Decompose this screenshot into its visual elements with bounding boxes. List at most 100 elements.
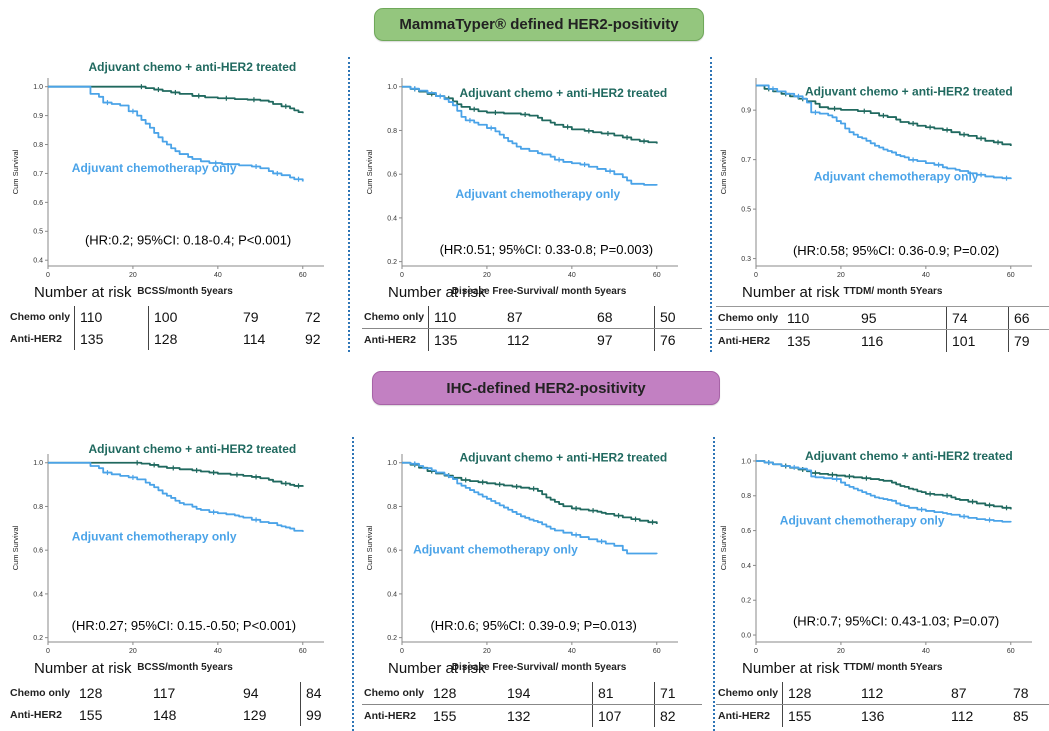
svg-text:0: 0 <box>46 648 50 655</box>
risk-value: 99 <box>300 704 348 726</box>
banner-ihc: IHC-defined HER2-positivity <box>372 371 720 405</box>
risk-value: 194 <box>507 685 531 701</box>
panel-mammatyper-bcss: 0.4 0.5 0.6 0.7 0.8 0.9 1.0 0 20 40 60 Cum Survival… <box>8 52 348 355</box>
risk-value: 74 <box>946 307 1008 329</box>
risk-row-label: Chemo only <box>364 687 425 699</box>
svg-text:20: 20 <box>129 272 137 279</box>
x-axis-label: Disease Free-Survival/ month 5years <box>451 286 627 297</box>
x-axis-label: BCSS/month 5years <box>137 286 233 297</box>
svg-text:Cum Survival: Cum Survival <box>11 149 20 194</box>
svg-text:Cum Survival: Cum Survival <box>365 149 374 194</box>
x-axis-label: BCSS/month 5years <box>137 662 233 673</box>
divider-bottom-2 <box>713 437 715 731</box>
svg-text:60: 60 <box>1007 648 1015 655</box>
svg-text:1.0: 1.0 <box>33 84 43 91</box>
divider-top-2 <box>710 57 712 352</box>
svg-text:20: 20 <box>483 272 491 279</box>
risk-value: 132 <box>507 708 531 724</box>
risk-row-label: Anti-HER2 <box>10 709 62 721</box>
risk-value: 136 <box>861 708 885 724</box>
risk-value: 129 <box>243 707 267 723</box>
svg-text:Adjuvant chemo + anti-HER2 tr: Adjuvant chemo + anti-HER2 treated <box>805 449 1013 463</box>
svg-text:0.0: 0.0 <box>741 632 751 639</box>
svg-text:0.4: 0.4 <box>33 591 43 598</box>
svg-text:Cum Survival: Cum Survival <box>719 525 728 570</box>
risk-value: 128 <box>79 685 103 701</box>
km-plot-ihc-ttdm: 0.0 0.2 0.4 0.6 0.8 1.0 0 20 40 60 Cum Survival Adj… <box>719 449 1032 655</box>
svg-text:(HR:0.51; 95%CI: 0.33-0.8; P=0: (HR:0.51; 95%CI: 0.33-0.8; P=0.003) <box>440 242 654 257</box>
svg-text:Adjuvant chemo + anti-HER2 tr: Adjuvant chemo + anti-HER2 treated <box>89 60 297 74</box>
svg-text:Adjuvant chemotherapy only: Adjuvant chemotherapy only <box>456 187 621 201</box>
risk-value: 76 <box>654 329 702 351</box>
risk-value: 128 <box>782 682 856 704</box>
risk-value: 87 <box>951 685 967 701</box>
svg-text:0.2: 0.2 <box>33 635 43 642</box>
number-at-risk-label: Number at risk <box>388 660 486 677</box>
km-plot-ihc-bcss: 0.2 0.4 0.6 0.8 1.0 0 20 40 60 Cum Survival Adjuva… <box>11 442 324 655</box>
svg-text:20: 20 <box>483 648 491 655</box>
number-at-risk-label: Number at risk <box>388 284 486 301</box>
risk-value: 66 <box>1008 307 1049 329</box>
risk-value: 112 <box>951 708 974 724</box>
km-plot-ihc-dfs: 0.2 0.4 0.6 0.8 1.0 0 20 40 60 Cum Survival Adjuva… <box>365 451 678 655</box>
number-at-risk-label: Number at risk <box>742 660 840 677</box>
svg-text:40: 40 <box>568 272 576 279</box>
risk-value: 79 <box>243 309 259 325</box>
svg-text:(HR:0.7; 95%CI: 0.43-1.03; P=0: (HR:0.7; 95%CI: 0.43-1.03; P=0.07) <box>793 613 999 628</box>
svg-text:0.7: 0.7 <box>741 157 751 164</box>
risk-value: 155 <box>433 708 457 724</box>
risk-section: Number at risk TTDM/ month 5Years Chemo … <box>716 660 1049 727</box>
risk-value: 82 <box>654 705 702 727</box>
svg-text:0: 0 <box>46 272 50 279</box>
svg-text:0.4: 0.4 <box>33 258 43 265</box>
x-axis-label: Disease Free-Survival/ month 5years <box>451 662 627 673</box>
svg-text:Adjuvant chemo + anti-HER2 tr: Adjuvant chemo + anti-HER2 treated <box>459 86 667 100</box>
panel-ihc-ttdm: 0.0 0.2 0.4 0.6 0.8 1.0 0 20 40 60 Cum Survival Adj… <box>716 428 1049 731</box>
svg-text:Adjuvant chemo + anti-HER2 tr: Adjuvant chemo + anti-HER2 treated <box>89 442 297 456</box>
risk-row: Chemo only 110 87 68 50 <box>362 306 702 328</box>
svg-text:40: 40 <box>922 648 930 655</box>
risk-value: 94 <box>243 685 259 701</box>
svg-text:0.2: 0.2 <box>387 635 397 642</box>
svg-text:60: 60 <box>653 648 661 655</box>
svg-text:0.6: 0.6 <box>741 528 751 535</box>
divider-top-1 <box>348 57 350 352</box>
risk-row-label: Anti-HER2 <box>364 334 416 346</box>
risk-row: Chemo only 110 100 79 72 <box>8 306 348 328</box>
svg-text:0.4: 0.4 <box>741 563 751 570</box>
risk-value: 100 <box>148 306 238 328</box>
svg-text:Adjuvant chemo + anti-HER2 tr: Adjuvant chemo + anti-HER2 treated <box>459 451 667 465</box>
svg-text:(HR:0.2; 95%CI: 0.18-0.4; P<0.: (HR:0.2; 95%CI: 0.18-0.4; P<0.001) <box>85 232 291 247</box>
risk-value: 81 <box>592 682 654 704</box>
svg-text:1.0: 1.0 <box>387 84 397 91</box>
svg-text:0.8: 0.8 <box>33 504 43 511</box>
svg-text:Cum Survival: Cum Survival <box>719 149 728 194</box>
svg-text:Adjuvant chemo + anti-HER2 tr: Adjuvant chemo + anti-HER2 treated <box>805 84 1013 98</box>
panel-ihc-bcss: 0.2 0.4 0.6 0.8 1.0 0 20 40 60 Cum Survival Adjuva… <box>8 428 348 731</box>
svg-text:0.8: 0.8 <box>33 142 43 149</box>
risk-value: 155 <box>782 705 856 727</box>
svg-text:0.2: 0.2 <box>387 259 397 266</box>
risk-value: 112 <box>861 685 884 701</box>
risk-section: Number at risk TTDM/ month 5Years Chemo … <box>716 284 1049 352</box>
svg-text:Adjuvant chemotherapy only: Adjuvant chemotherapy only <box>814 170 979 184</box>
risk-row: Anti-HER2 155 148 129 99 <box>8 704 348 726</box>
svg-text:0.4: 0.4 <box>387 591 397 598</box>
risk-row-label: Anti-HER2 <box>718 335 770 347</box>
risk-section: Number at risk BCSS/month 5years Chemo o… <box>8 284 348 350</box>
svg-text:40: 40 <box>922 272 930 279</box>
svg-text:0.4: 0.4 <box>387 215 397 222</box>
svg-text:0.8: 0.8 <box>741 493 751 500</box>
risk-row: Anti-HER2 135 112 97 76 <box>362 328 702 351</box>
risk-table: Chemo only 128 117 94 84 Anti-HER2 155 148 129 99 <box>8 682 348 726</box>
divider-bottom-1 <box>352 437 354 731</box>
svg-text:60: 60 <box>299 272 307 279</box>
risk-section: Number at risk Disease Free-Survival/ mo… <box>362 660 702 727</box>
risk-row: Chemo only 128 117 94 84 <box>8 682 348 704</box>
km-plot-mammatyper-ttdm: 0.3 0.5 0.7 0.9 0 20 40 60 Cum Survival Adjuvant … <box>719 78 1032 279</box>
svg-text:0: 0 <box>754 272 758 279</box>
svg-text:0.8: 0.8 <box>387 504 397 511</box>
risk-row: Chemo only 128 194 81 71 <box>362 682 702 704</box>
risk-value: 135 <box>787 333 811 349</box>
